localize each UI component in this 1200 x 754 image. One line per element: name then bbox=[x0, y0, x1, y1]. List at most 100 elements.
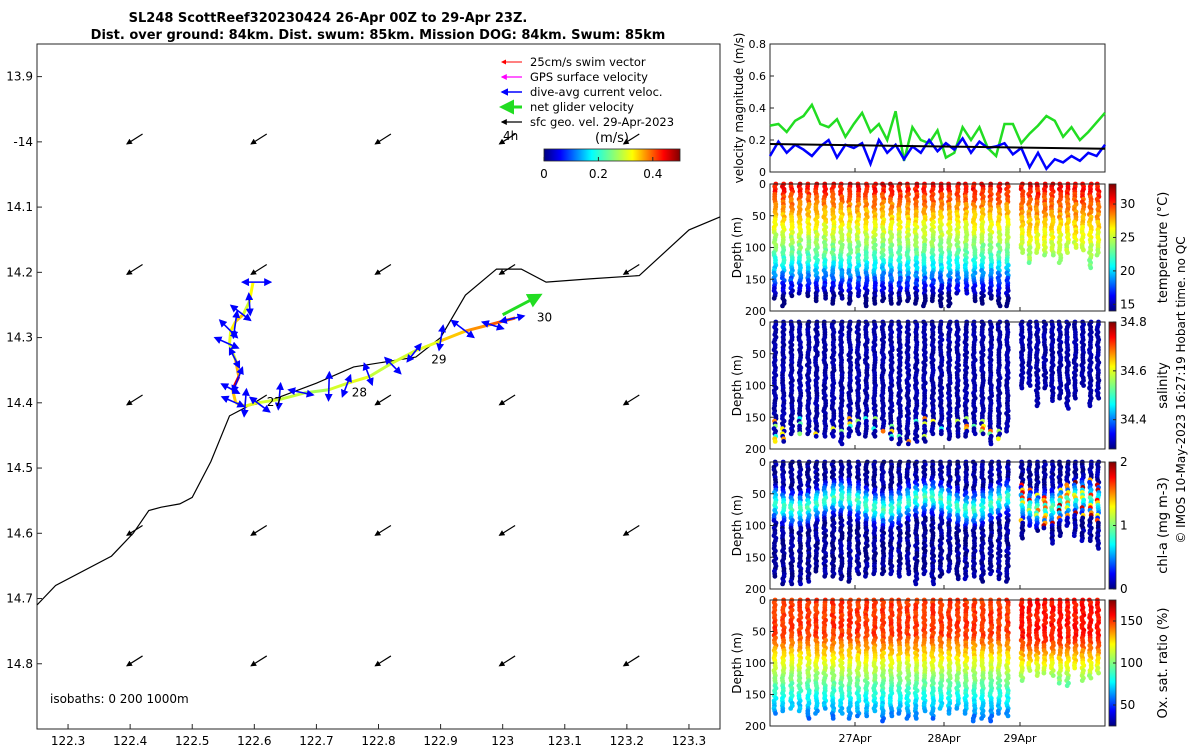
profile-point bbox=[963, 434, 968, 439]
profile-point bbox=[938, 574, 943, 579]
profile-point bbox=[1057, 260, 1062, 265]
profile-point bbox=[840, 442, 845, 447]
dive-current-vector bbox=[220, 320, 231, 331]
speed-colorbar bbox=[544, 149, 680, 161]
map-y-tick-label: 14.3 bbox=[6, 331, 33, 345]
profile-point bbox=[906, 442, 911, 447]
profile-point bbox=[806, 293, 811, 298]
profile-point bbox=[981, 431, 986, 436]
profile-point bbox=[1095, 253, 1100, 258]
depth-axis-label: Depth (m) bbox=[730, 217, 744, 278]
profile-point bbox=[831, 434, 836, 439]
profile-point bbox=[1035, 403, 1040, 408]
dive-current-vector bbox=[215, 338, 229, 344]
colorbar-tick-label: 34.8 bbox=[1120, 315, 1147, 329]
profile-point bbox=[989, 442, 994, 447]
depth-tick-label: 100 bbox=[745, 242, 766, 255]
profile-point bbox=[989, 296, 994, 301]
profile-point bbox=[1088, 265, 1093, 270]
profile-point bbox=[856, 293, 861, 298]
profile-point bbox=[1020, 386, 1025, 391]
velocity-y-tick-label: 0.6 bbox=[749, 70, 767, 83]
legend-label-net: net glider velocity bbox=[530, 100, 634, 114]
profile-point bbox=[897, 574, 902, 579]
colorbar-tick-label: 34.6 bbox=[1120, 364, 1147, 378]
track-segment bbox=[243, 302, 249, 315]
profile-point bbox=[823, 296, 828, 301]
map-x-tick-label: 122.5 bbox=[175, 734, 209, 748]
map-x-tick-label: 123.3 bbox=[672, 734, 706, 748]
profile-point bbox=[773, 439, 778, 444]
depth-tick-label: 100 bbox=[745, 380, 766, 393]
profile-points bbox=[772, 182, 1102, 309]
velocity-series-line bbox=[770, 138, 1105, 168]
profile-point bbox=[1027, 260, 1032, 265]
colorbar-tick-label: 25 bbox=[1120, 230, 1135, 244]
profile-point bbox=[972, 574, 977, 579]
depth-tick-label: 0 bbox=[759, 178, 766, 191]
velocity-y-tick-label: 0.4 bbox=[749, 102, 767, 115]
legend-label-dive: dive-avg current veloc. bbox=[530, 85, 663, 99]
colorbar-label: salinity bbox=[1156, 362, 1171, 409]
speed-colorbar-tick-label: 0.2 bbox=[589, 167, 608, 181]
sfc-vector bbox=[251, 525, 267, 535]
profile-point bbox=[1004, 579, 1009, 584]
profile-point bbox=[965, 291, 970, 296]
colorbar-label: temperature (°C) bbox=[1156, 192, 1171, 304]
profile-point bbox=[797, 291, 802, 296]
title-line2: Dist. over ground: 84km. Dist. swum: 85k… bbox=[91, 28, 666, 43]
map-x-tick-label: 123.2 bbox=[610, 734, 644, 748]
map-x-tick-label: 122.6 bbox=[237, 734, 271, 748]
sfc-vector bbox=[375, 525, 391, 535]
dive-current-vector bbox=[222, 384, 233, 390]
sfc-vector bbox=[500, 656, 516, 666]
velocity-y-tick-label: 0.8 bbox=[749, 38, 767, 51]
sfc-vector bbox=[251, 265, 267, 275]
profile-point bbox=[856, 571, 861, 576]
profile-point bbox=[1004, 429, 1009, 434]
profile-point bbox=[863, 434, 868, 439]
profile-point bbox=[1050, 398, 1055, 403]
profile-point bbox=[780, 304, 785, 309]
dive-current-vector bbox=[465, 331, 473, 337]
map-y-tick-label: 13.9 bbox=[6, 70, 33, 84]
track-segment bbox=[465, 325, 490, 332]
depth-tick-label: 150 bbox=[745, 411, 766, 424]
track-segment bbox=[304, 390, 329, 393]
legend-item-swim: 25cm/s swim vector bbox=[502, 55, 646, 69]
map-x-tick-label: 122.7 bbox=[299, 734, 333, 748]
profile-point bbox=[1081, 248, 1086, 253]
profile-point bbox=[1020, 250, 1025, 255]
profile-point bbox=[1081, 383, 1086, 388]
profile-points bbox=[772, 320, 1102, 447]
profile-point bbox=[896, 442, 901, 447]
isobaths-label: isobaths: 0 200 1000m bbox=[50, 692, 189, 706]
profile-frame bbox=[770, 184, 1105, 311]
profile-point bbox=[939, 431, 944, 436]
profile-point bbox=[1042, 253, 1047, 258]
profile-point bbox=[1057, 396, 1062, 401]
profile-point bbox=[789, 582, 794, 587]
dive-current-vector bbox=[329, 372, 330, 389]
profile-point bbox=[781, 439, 786, 444]
profile-point bbox=[956, 576, 961, 581]
colorbar-tick-label: 34.4 bbox=[1120, 413, 1147, 427]
day-label: 27 bbox=[267, 395, 282, 409]
profile-point bbox=[996, 436, 1001, 441]
profile-point bbox=[871, 571, 876, 576]
profile-point bbox=[1042, 386, 1047, 391]
sfc-vector bbox=[127, 395, 143, 405]
map-x-tick-label: 122.9 bbox=[423, 734, 457, 748]
legend-label-sfc: sfc geo. vel. 29-Apr-2023 bbox=[530, 115, 674, 129]
profile-point bbox=[881, 429, 886, 434]
profile-point bbox=[863, 574, 868, 579]
map-x-tick-label: 123 bbox=[491, 734, 514, 748]
profile-point bbox=[880, 571, 885, 576]
colorbar-tick-label: 20 bbox=[1120, 264, 1135, 278]
profile-point bbox=[805, 431, 810, 436]
profile-point bbox=[954, 291, 959, 296]
profile-point bbox=[914, 582, 919, 587]
profile-point bbox=[773, 574, 778, 579]
